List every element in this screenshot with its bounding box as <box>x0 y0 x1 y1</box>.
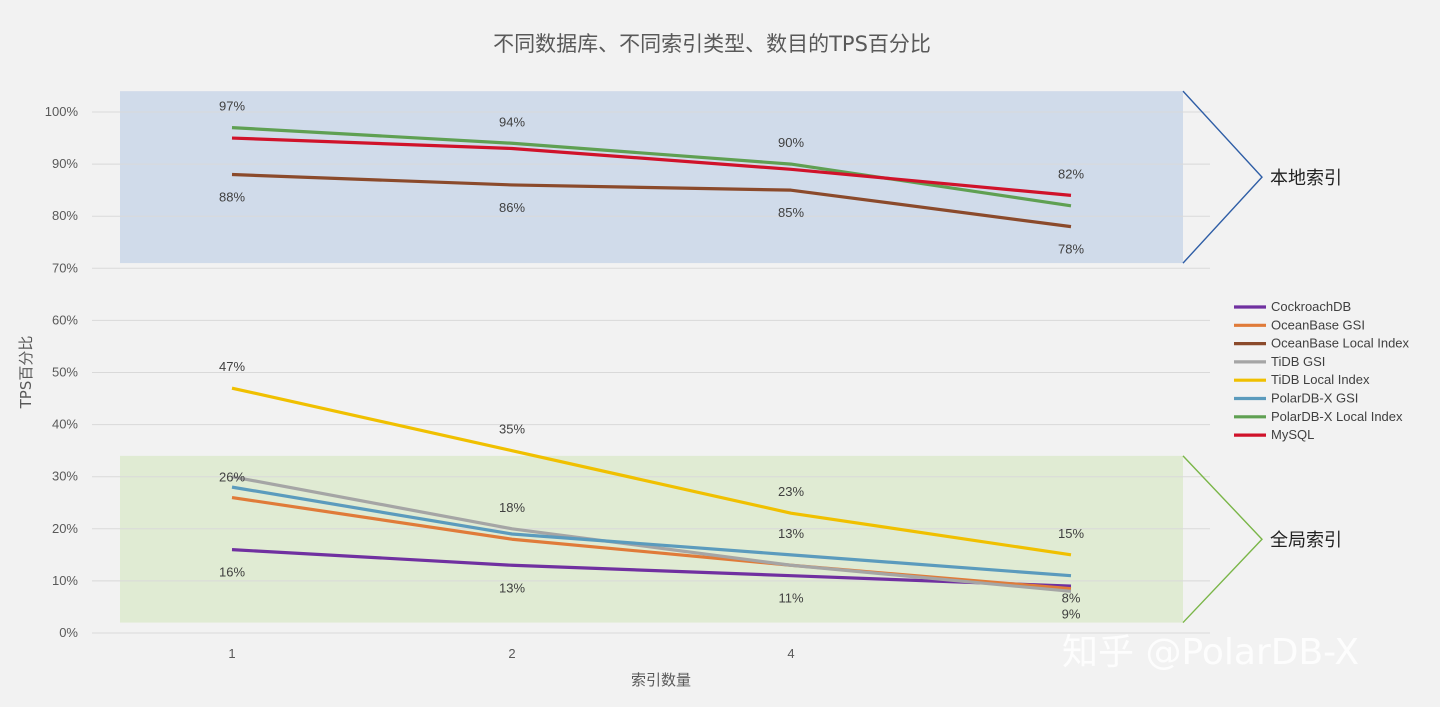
y-axis-label: TPS百分比 <box>17 336 35 410</box>
data-label: 78% <box>1058 242 1084 257</box>
watermark: 知乎 @PolarDB-X <box>1062 632 1359 673</box>
series-line <box>231 386 1072 557</box>
data-label: 18% <box>499 500 525 515</box>
y-axis-ticks: 0% 10% 20% 30% 40% 50% 60% 70% 80% 90% 100% <box>45 104 79 640</box>
series-line <box>231 485 1072 578</box>
data-label: 16% <box>219 565 245 580</box>
data-label: 97% <box>219 99 245 114</box>
data-label: 82% <box>1058 166 1084 181</box>
series-line <box>231 548 1072 588</box>
y-tick-label: 80% <box>52 208 78 223</box>
chart-title: 不同数据库、不同索引类型、数目的TPS百分比 <box>493 32 931 56</box>
legend-label: MySQL <box>1271 427 1314 442</box>
y-tick-label: 70% <box>52 260 78 275</box>
x-tick-label: 2 <box>508 646 515 661</box>
gridlines <box>92 111 1210 634</box>
y-tick-label: 20% <box>52 521 78 536</box>
data-label: 13% <box>499 580 525 595</box>
y-tick-label: 60% <box>52 312 78 327</box>
y-tick-label: 90% <box>52 156 78 171</box>
y-tick-label: 10% <box>52 573 78 588</box>
legend-label: PolarDB-X GSI <box>1271 391 1358 406</box>
x-tick-label: 4 <box>787 646 794 661</box>
y-tick-label: 50% <box>52 365 78 380</box>
data-label: 13% <box>778 526 804 541</box>
data-label: 88% <box>219 190 245 205</box>
data-label: 47% <box>219 359 245 374</box>
data-label: 94% <box>499 114 525 129</box>
legend-label: OceanBase GSI <box>1271 317 1365 332</box>
legend-label: TiDB GSI <box>1271 354 1325 369</box>
region-bracket <box>1182 455 1263 624</box>
data-label: 26% <box>219 470 245 485</box>
data-label: 90% <box>778 135 804 150</box>
y-tick-label: 40% <box>52 417 78 432</box>
region-box-1 <box>120 455 1183 623</box>
data-label: 9% <box>1062 606 1081 621</box>
regions <box>120 91 1183 623</box>
data-label: 8% <box>1062 591 1081 606</box>
data-label: 35% <box>499 422 525 437</box>
legend: CockroachDB OceanBase GSI OceanBase Local … <box>1234 299 1410 442</box>
y-tick-label: 100% <box>45 104 79 119</box>
region-bracket <box>1182 90 1263 264</box>
data-label: 15% <box>1058 526 1084 541</box>
series-line <box>231 475 1072 593</box>
legend-label: OceanBase Local Index <box>1271 336 1410 351</box>
series-lines <box>231 126 1072 593</box>
legend-label: TiDB Local Index <box>1271 372 1370 387</box>
x-tick-label: 1 <box>228 646 235 661</box>
y-tick-label: 30% <box>52 469 78 484</box>
x-axis-label: 索引数量 <box>631 671 691 689</box>
region-label: 全局索引 <box>1270 530 1342 551</box>
series-line <box>231 172 1072 229</box>
series-line <box>231 126 1072 208</box>
legend-label: CockroachDB <box>1271 299 1351 314</box>
data-labels: 97% 88% 94% 86% 90% 85% 82% 78% 47% 35% 23% 15% 26% 1… <box>219 99 1084 622</box>
data-label: 23% <box>778 484 804 499</box>
region-label: 本地索引 <box>1270 168 1342 189</box>
data-label: 85% <box>778 205 804 220</box>
data-label: 11% <box>778 591 803 606</box>
series-line <box>231 136 1072 197</box>
data-label: 86% <box>499 200 525 215</box>
x-axis-ticks: 1 2 4 <box>228 646 794 661</box>
y-tick-label: 0% <box>59 625 78 640</box>
legend-label: PolarDB-X Local Index <box>1271 409 1403 424</box>
